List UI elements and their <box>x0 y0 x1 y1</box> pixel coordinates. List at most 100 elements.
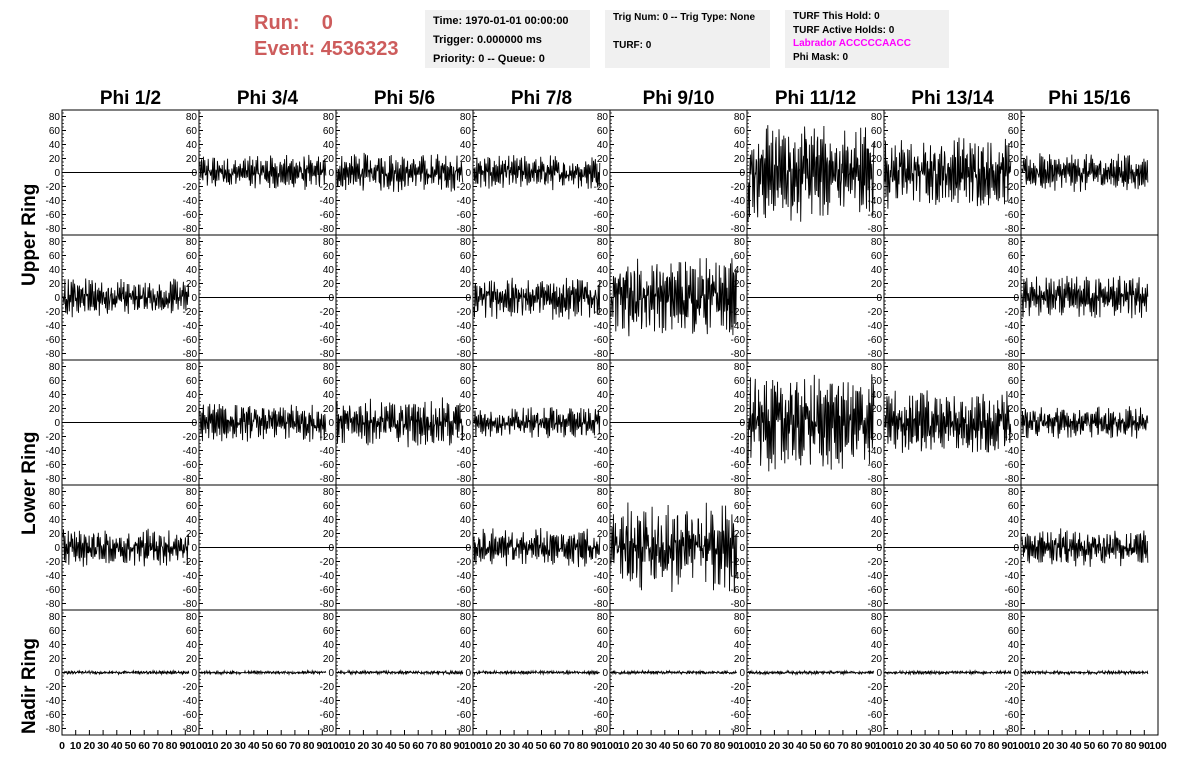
y-tick-label: 20 <box>49 154 61 165</box>
y-tick-label: -80 <box>1005 474 1020 485</box>
x-tick-label: 20 <box>1043 740 1055 752</box>
y-tick-label: 60 <box>49 376 61 387</box>
x-tick-label: 90 <box>1001 740 1013 752</box>
run-label: Run: <box>254 12 300 34</box>
y-tick-label: 60 <box>1008 126 1020 137</box>
y-tick-label: -40 <box>731 196 746 207</box>
y-tick-label: 60 <box>871 126 883 137</box>
y-tick-label: -40 <box>320 321 335 332</box>
y-tick-label: -60 <box>46 210 61 221</box>
y-tick-label: -60 <box>1005 460 1020 471</box>
y-tick-label: -20 <box>731 432 746 443</box>
y-tick-label: -20 <box>46 182 61 193</box>
y-tick-label: -20 <box>868 432 883 443</box>
y-tick-label: 80 <box>186 112 198 123</box>
y-tick-label: 60 <box>323 251 335 262</box>
y-tick-label: 20 <box>734 654 746 665</box>
y-tick-label: 0 <box>465 168 471 179</box>
y-tick-label: 0 <box>739 543 745 554</box>
x-tick-label: 90 <box>179 740 191 752</box>
y-tick-label: 60 <box>871 626 883 637</box>
x-tick-label: 30 <box>371 740 383 752</box>
phi-title-7: Phi 13/14 <box>911 88 994 109</box>
waveform-r2-c7 <box>1021 406 1149 439</box>
x-tick-label: 60 <box>549 740 561 752</box>
y-tick-label: -80 <box>594 599 609 610</box>
y-tick-label: 0 <box>465 543 471 554</box>
y-tick-label: 20 <box>1008 654 1020 665</box>
y-tick-label: -60 <box>1005 710 1020 721</box>
y-tick-label: 60 <box>1008 501 1020 512</box>
y-tick-label: -80 <box>320 599 335 610</box>
waveform-r2-c3 <box>473 407 601 439</box>
x-tick-label: 90 <box>453 740 465 752</box>
y-tick-label: -80 <box>1005 599 1020 610</box>
y-tick-label: 80 <box>460 362 472 373</box>
x-tick-label: 100 <box>601 740 619 752</box>
x-tick-label: 10 <box>1029 740 1041 752</box>
y-tick-label: 20 <box>186 529 198 540</box>
x-tick-label: 20 <box>221 740 233 752</box>
y-tick-label: -20 <box>46 432 61 443</box>
y-tick-label: 0 <box>191 168 197 179</box>
y-tick-label: 80 <box>49 237 61 248</box>
y-tick-label: 0 <box>191 668 197 679</box>
phi-title-4: Phi 7/8 <box>511 88 572 109</box>
y-tick-label: 60 <box>1008 626 1020 637</box>
y-tick-label: 40 <box>871 515 883 526</box>
x-tick-label: 50 <box>810 740 822 752</box>
y-tick-label: 20 <box>49 529 61 540</box>
y-tick-label: 40 <box>460 140 472 151</box>
y-tick-label: 20 <box>597 654 609 665</box>
y-tick-label: -60 <box>183 585 198 596</box>
y-tick-label: -40 <box>320 571 335 582</box>
y-tick-label: 60 <box>734 376 746 387</box>
y-tick-label: 60 <box>186 626 198 637</box>
x-tick-label: 20 <box>769 740 781 752</box>
y-tick-label: -80 <box>320 349 335 360</box>
y-tick-label: -40 <box>868 196 883 207</box>
x-tick-label: 60 <box>412 740 424 752</box>
y-tick-label: -60 <box>457 460 472 471</box>
y-tick-label: 0 <box>54 543 60 554</box>
y-tick-label: 20 <box>460 654 472 665</box>
waveform-r2-c6 <box>884 390 1012 453</box>
y-tick-label: 80 <box>1008 612 1020 623</box>
y-tick-label: -40 <box>594 321 609 332</box>
x-tick-label: 40 <box>111 740 123 752</box>
x-tick-label: 20 <box>84 740 96 752</box>
y-tick-label: -80 <box>731 349 746 360</box>
y-tick-label: 60 <box>186 501 198 512</box>
y-tick-label: -40 <box>320 196 335 207</box>
x-tick-label: 20 <box>495 740 507 752</box>
y-tick-label: -20 <box>868 557 883 568</box>
y-tick-label: -20 <box>457 557 472 568</box>
x-tick-label: 60 <box>960 740 972 752</box>
y-tick-label: 20 <box>186 279 198 290</box>
turf-hold-text: TURF This Hold: 0 <box>793 11 880 22</box>
y-tick-label: -40 <box>46 321 61 332</box>
y-tick-label: 40 <box>597 640 609 651</box>
x-tick-label: 30 <box>782 740 794 752</box>
y-tick-label: -80 <box>320 474 335 485</box>
y-tick-label: -60 <box>457 210 472 221</box>
y-tick-label: -60 <box>183 210 198 221</box>
x-tick-label: 10 <box>892 740 904 752</box>
y-tick-label: 0 <box>602 543 608 554</box>
y-tick-label: 20 <box>871 529 883 540</box>
y-tick-label: 40 <box>597 390 609 401</box>
x-tick-label: 80 <box>577 740 589 752</box>
y-tick-label: 80 <box>597 612 609 623</box>
y-tick-label: 0 <box>602 668 608 679</box>
y-tick-label: -80 <box>46 349 61 360</box>
y-tick-label: -80 <box>594 474 609 485</box>
y-tick-label: -60 <box>457 335 472 346</box>
x-tick-label: 70 <box>426 740 438 752</box>
y-tick-label: 20 <box>186 654 198 665</box>
x-tick-label: 60 <box>138 740 150 752</box>
y-tick-label: -60 <box>46 335 61 346</box>
y-tick-label: -40 <box>1005 196 1020 207</box>
y-tick-label: -20 <box>868 682 883 693</box>
y-tick-label: 80 <box>734 362 746 373</box>
x-tick-label: 20 <box>906 740 918 752</box>
